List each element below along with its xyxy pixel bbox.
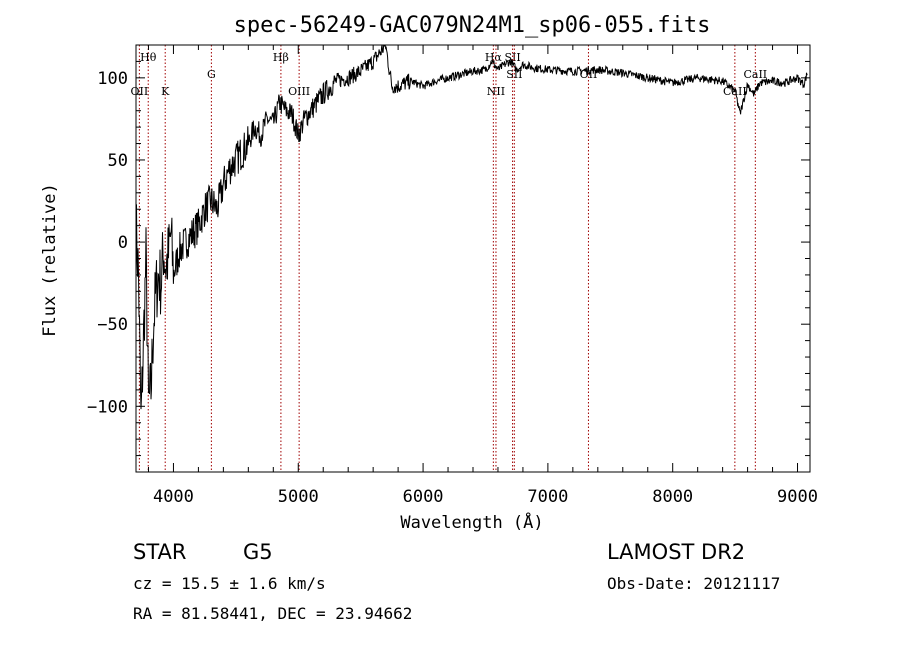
axes: 4000 5000 6000 7000 8000 9000 −100 −50 0 50 100	[87, 44, 818, 507]
y-tick-label: 0	[118, 233, 128, 253]
survey-name: LAMOST DR2	[607, 540, 746, 564]
spectral-line-label: CaII	[743, 68, 767, 81]
spectral-line-label: SII	[504, 51, 520, 64]
y-axis-label: Flux (relative)	[40, 183, 60, 337]
object-class: STAR	[133, 540, 187, 564]
y-tick-label: 100	[97, 69, 128, 89]
spectral-line-label: Hβ	[273, 51, 289, 64]
x-tick-label: 9000	[777, 487, 818, 507]
object-subclass: G5	[243, 540, 273, 564]
y-tick-label: −100	[87, 397, 128, 417]
plot-frame	[135, 44, 811, 473]
spectral-line-label: Hα	[485, 51, 503, 64]
x-tick-label: 4000	[153, 487, 194, 507]
x-tick-label: 5000	[278, 487, 319, 507]
redshift-value: cz = 15.5 ± 1.6 km/s	[133, 574, 326, 593]
spectral-line-label: OIII	[288, 85, 310, 98]
y-tick-label: −50	[97, 315, 128, 335]
spectrum-line	[135, 44, 808, 410]
chart-title: spec-56249-GAC079N24M1_sp06-055.fits	[234, 13, 711, 38]
spectral-line-label: NII	[487, 85, 505, 98]
y-tick-label: 50	[108, 151, 128, 171]
spectral-line-label: Hθ	[140, 51, 157, 64]
spectral-line-label: SII	[506, 68, 522, 81]
x-tick-label: 6000	[403, 487, 444, 507]
obs-date: Obs-Date: 20121117	[607, 574, 781, 593]
x-tick-label: 7000	[527, 487, 568, 507]
spectral-line-label: G	[207, 68, 216, 81]
coordinates: RA = 81.58441, DEC = 23.94662	[133, 604, 413, 623]
x-axis-label: Wavelength (Å)	[400, 511, 543, 533]
spectral-line-label: K	[161, 85, 170, 98]
x-tick-label: 8000	[652, 487, 693, 507]
spectral-line-label: OII	[131, 85, 149, 98]
